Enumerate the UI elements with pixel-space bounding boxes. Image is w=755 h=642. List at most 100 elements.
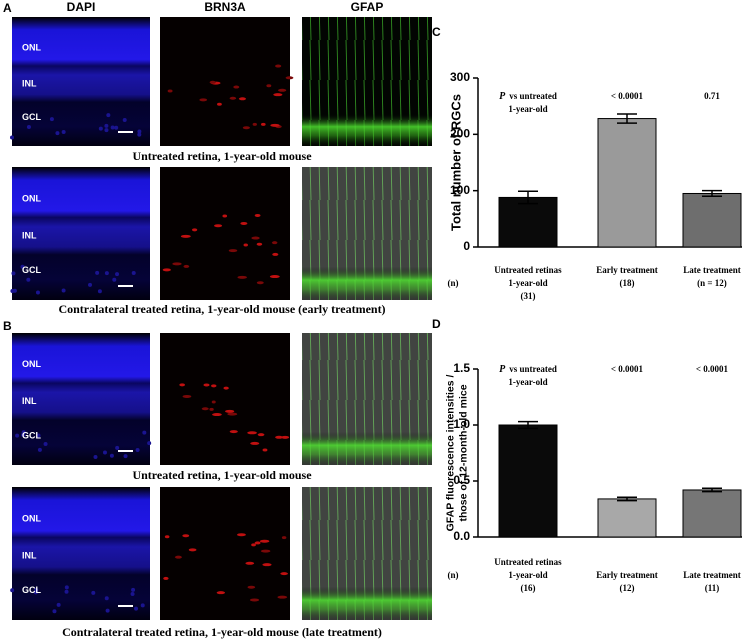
dapi-image [12, 333, 150, 465]
rgc-signal [256, 281, 264, 285]
nucleus [10, 135, 15, 140]
nucleus [109, 453, 114, 458]
nucleus [137, 132, 142, 137]
x-tick-label: 1-year-old [508, 570, 547, 580]
y-tick-label: 0 [463, 239, 470, 253]
rgc-signal [179, 383, 185, 387]
p-symbol: P [499, 91, 506, 102]
rgc-signal [225, 409, 235, 413]
rgc-signal [182, 394, 192, 398]
rgc-signal [188, 548, 197, 552]
x-tick-label: Untreated retinas [494, 557, 562, 567]
panel-label: A [3, 1, 12, 15]
nucleus [147, 441, 152, 446]
nucleus [12, 288, 17, 293]
nucleus [123, 454, 128, 459]
brn3a-image [160, 17, 290, 146]
nucleus [26, 124, 31, 129]
y-tick-label: 0.0 [453, 529, 470, 543]
nucleus [104, 271, 109, 276]
rgc-signal [278, 88, 287, 92]
nucleus [10, 588, 15, 593]
dapi-image [12, 167, 150, 300]
column-header: DAPI [67, 0, 96, 14]
bar [498, 424, 558, 538]
nucleus [112, 277, 117, 282]
nucleus [97, 289, 102, 294]
nucleus [110, 125, 115, 130]
rgc-signal [257, 433, 265, 437]
nucleus [106, 113, 111, 118]
column-header: BRN3A [204, 0, 246, 14]
rgc-signal [254, 541, 261, 545]
y-tick-label: 0.5 [453, 473, 470, 487]
layer-label: INL [22, 78, 37, 88]
rgc-signal [247, 585, 256, 589]
nucleus [49, 117, 54, 122]
rgc-signal [285, 76, 294, 80]
x-tick-label: (31) [521, 291, 536, 301]
rgc-signal [254, 213, 261, 217]
nucleus [140, 603, 145, 608]
layer-label: ONL [22, 359, 42, 369]
x-tick-label: (n = 12) [697, 278, 727, 288]
nucleus [134, 606, 139, 611]
caption: Untreated retina, 1-year-old mouse [132, 468, 312, 482]
panel-label: D [432, 317, 441, 331]
layer-label: ONL [22, 193, 42, 203]
rgc-signal [272, 252, 279, 256]
x-tick-label: (11) [705, 583, 720, 593]
nucleus [104, 128, 109, 133]
layer-label: GCL [22, 112, 42, 122]
rgc-signal [259, 539, 270, 543]
nucleus [104, 123, 109, 128]
rgc-signal [256, 242, 263, 246]
rgc-signal [211, 400, 216, 404]
nucleus [15, 433, 20, 438]
bar [498, 196, 558, 248]
n-label: (n) [448, 278, 459, 288]
nucleus [55, 131, 60, 136]
x-tick-label: Late treatment [683, 265, 741, 275]
rgc-signal [211, 384, 217, 388]
rgc-signal [217, 102, 222, 106]
y-tick-label: 200 [450, 127, 470, 141]
nucleus [20, 264, 25, 269]
nucleus [21, 430, 26, 435]
rgc-signal [269, 275, 280, 279]
rgc-signal [275, 64, 282, 68]
layer-label: ONL [22, 42, 42, 52]
y-tick-label: 100 [450, 183, 470, 197]
x-tick-label: Early treatment [596, 265, 658, 275]
micrographs: A B DAPI BRN3A GFAP ONL INL GCL Untreated retina… [3, 0, 432, 639]
rgc-signal [280, 572, 288, 576]
rgc-signal [262, 563, 272, 567]
p-label-line2: 1-year-old [508, 377, 547, 387]
x-tick-label: (12) [620, 583, 635, 593]
rgc-signal [222, 214, 228, 218]
nucleus [34, 587, 39, 592]
x-tick-label: (18) [620, 278, 635, 288]
rgc-signal [203, 383, 210, 387]
dapi-image [12, 487, 150, 620]
rgc-signal [273, 93, 283, 97]
layer-label: ONL [22, 513, 42, 523]
brn3a-image [160, 167, 290, 300]
column-header: GFAP [351, 0, 384, 14]
y-tick-label: 1.0 [453, 417, 470, 431]
nucleus [135, 447, 140, 452]
rgc-signal [240, 221, 248, 225]
panel-label: B [3, 319, 12, 333]
nucleus [26, 277, 31, 282]
nucleus [64, 585, 69, 590]
rgc-signal [251, 236, 260, 240]
rgc-signal [262, 448, 268, 452]
y-tick-label: 300 [450, 70, 470, 84]
rgc-signal [281, 435, 290, 439]
panel-label: C [432, 25, 441, 39]
nucleus [93, 454, 98, 459]
dapi-image [12, 17, 150, 146]
rgc-signal [247, 431, 257, 435]
